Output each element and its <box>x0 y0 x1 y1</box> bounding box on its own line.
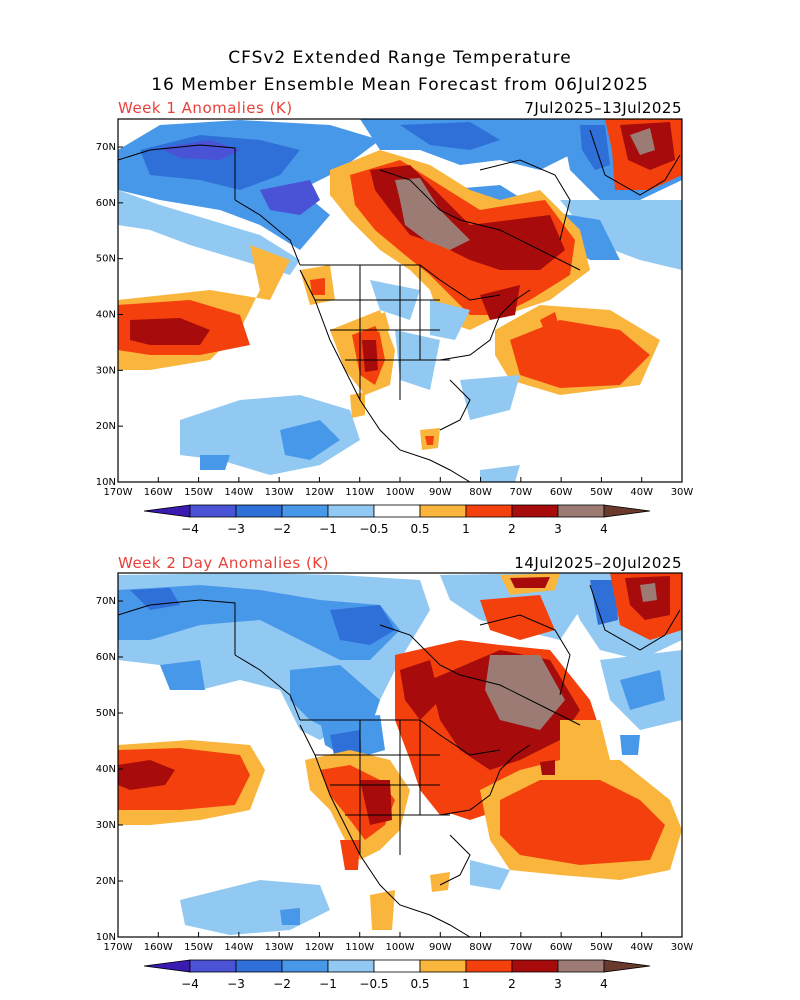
week1-lon-label: 100W <box>386 487 415 498</box>
week1-cbar-swatch <box>327 504 375 518</box>
week2-cbar-arrow-right <box>603 959 651 973</box>
week2-lon-label: 70W <box>510 942 533 953</box>
week1-lon-label: 50W <box>590 487 613 498</box>
week2-lat-label: 20N <box>96 876 116 887</box>
week2-lon-label: 150W <box>184 942 213 953</box>
week1-cbar-label: 3 <box>554 522 562 536</box>
week2-lat-label: 50N <box>96 708 116 719</box>
week1-lat-label: 70N <box>96 142 116 153</box>
week1-lon-label: 120W <box>305 487 334 498</box>
week2-cbar-label: 1 <box>462 977 470 991</box>
week2-cbar-label: 2 <box>508 977 516 991</box>
week2-lon-label: 30W <box>671 942 694 953</box>
week1-lon-label: 60W <box>550 487 573 498</box>
week1-lon-label: 140W <box>224 487 253 498</box>
week2-cbar-label: −0.5 <box>359 977 388 991</box>
week2-cbar-swatch <box>557 959 605 973</box>
week2-cbar-swatch <box>419 959 467 973</box>
week1-cbar-label: −2 <box>273 522 291 536</box>
panel2-dates: 14Jul2025–20Jul2025 <box>514 554 682 572</box>
week1-cbar-swatch <box>189 504 237 518</box>
week2-lon-label: 140W <box>224 942 253 953</box>
week1-cbar-label: −3 <box>227 522 245 536</box>
week1-cbar-swatch <box>373 504 421 518</box>
week2-lon-label: 130W <box>265 942 294 953</box>
week1-lon-label: 110W <box>345 487 374 498</box>
week1-lon-label: 40W <box>630 487 653 498</box>
week2-lon-label: 50W <box>590 942 613 953</box>
panel1-label: Week 1 Anomalies (K) <box>118 99 293 117</box>
week2-lon-label: 120W <box>305 942 334 953</box>
week2-cbar-label: 4 <box>600 977 608 991</box>
week1-lat-label: 20N <box>96 421 116 432</box>
week2-cbar-label: −2 <box>273 977 291 991</box>
week1-cbar-label: −0.5 <box>359 522 388 536</box>
week1-cbar-label: −1 <box>319 522 337 536</box>
week1-cbar-arrow-right <box>603 504 651 518</box>
week1-lat-label: 10N <box>96 477 116 488</box>
week1-cbar-swatch <box>419 504 467 518</box>
week1-cbar-label: 0.5 <box>410 522 429 536</box>
week2-lon-label: 90W <box>429 942 452 953</box>
week1-lon-label: 150W <box>184 487 213 498</box>
week1-cbar-swatch <box>511 504 559 518</box>
week2-cbar-swatch <box>281 959 329 973</box>
week1-lon-label: 130W <box>265 487 294 498</box>
title-line-2: 16 Member Ensemble Mean Forecast from 06… <box>151 75 649 95</box>
week1-cbar-label: 1 <box>462 522 470 536</box>
week2-lon-label: 60W <box>550 942 573 953</box>
week2-cbar-label: −3 <box>227 977 245 991</box>
week2-cbar-arrow-left <box>143 959 191 973</box>
week1-cbar-swatch <box>465 504 513 518</box>
week2-cbar-swatch <box>511 959 559 973</box>
week1-lat-label: 30N <box>96 365 116 376</box>
week1-colorbar: −4 −3 −2 −1 −0.5 0.5 1 2 3 4 <box>143 504 651 536</box>
week2-lat-label: 10N <box>96 932 116 943</box>
week1-cbar-label: 4 <box>600 522 608 536</box>
week1-cbar-swatch <box>281 504 329 518</box>
week2-cbar-swatch <box>189 959 237 973</box>
week2-lon-label: 100W <box>386 942 415 953</box>
week1-cbar-swatch <box>235 504 283 518</box>
week2-lat-label: 30N <box>96 820 116 831</box>
week1-cbar-arrow-left <box>143 504 191 518</box>
week2-cbar-label: −1 <box>319 977 337 991</box>
week2-cbar-swatch <box>465 959 513 973</box>
week1-lon-label: 30W <box>671 487 694 498</box>
week2-cbar-label: 3 <box>554 977 562 991</box>
week2-lon-label: 170W <box>104 942 133 953</box>
week1-cbar-label: 2 <box>508 522 516 536</box>
week2-cbar-label: 0.5 <box>410 977 429 991</box>
week2-lat-label: 70N <box>96 596 116 607</box>
panel1-dates: 7Jul2025–13Jul2025 <box>524 99 682 117</box>
week1-lat-label: 40N <box>96 310 116 321</box>
week1-lon-label: 90W <box>429 487 452 498</box>
week2-cbar-swatch <box>373 959 421 973</box>
week2-colorbar: −4 −3 −2 −1 −0.5 0.5 1 2 3 4 <box>143 959 651 991</box>
week1-cbar-label: −4 <box>181 522 199 536</box>
week2-cbar-swatch <box>327 959 375 973</box>
week1-lon-label: 70W <box>510 487 533 498</box>
week2-lon-label: 40W <box>630 942 653 953</box>
week1-lon-label: 80W <box>469 487 492 498</box>
week1-lon-label: 160W <box>144 487 173 498</box>
week1-lat-label: 60N <box>96 198 116 209</box>
week2-lat-label: 60N <box>96 652 116 663</box>
week1-cbar-swatch <box>557 504 605 518</box>
week1-lat-label: 50N <box>96 254 116 265</box>
week2-cbar-label: −4 <box>181 977 199 991</box>
week2-lat-label: 40N <box>96 764 116 775</box>
panel2-label: Week 2 Day Anomalies (K) <box>118 554 329 572</box>
week1-lon-label: 170W <box>104 487 133 498</box>
week2-lon-label: 160W <box>144 942 173 953</box>
week2-cbar-swatch <box>235 959 283 973</box>
week2-lon-label: 80W <box>469 942 492 953</box>
week2-lon-label: 110W <box>345 942 374 953</box>
title-line-1: CFSv2 Extended Range Temperature <box>228 48 572 68</box>
